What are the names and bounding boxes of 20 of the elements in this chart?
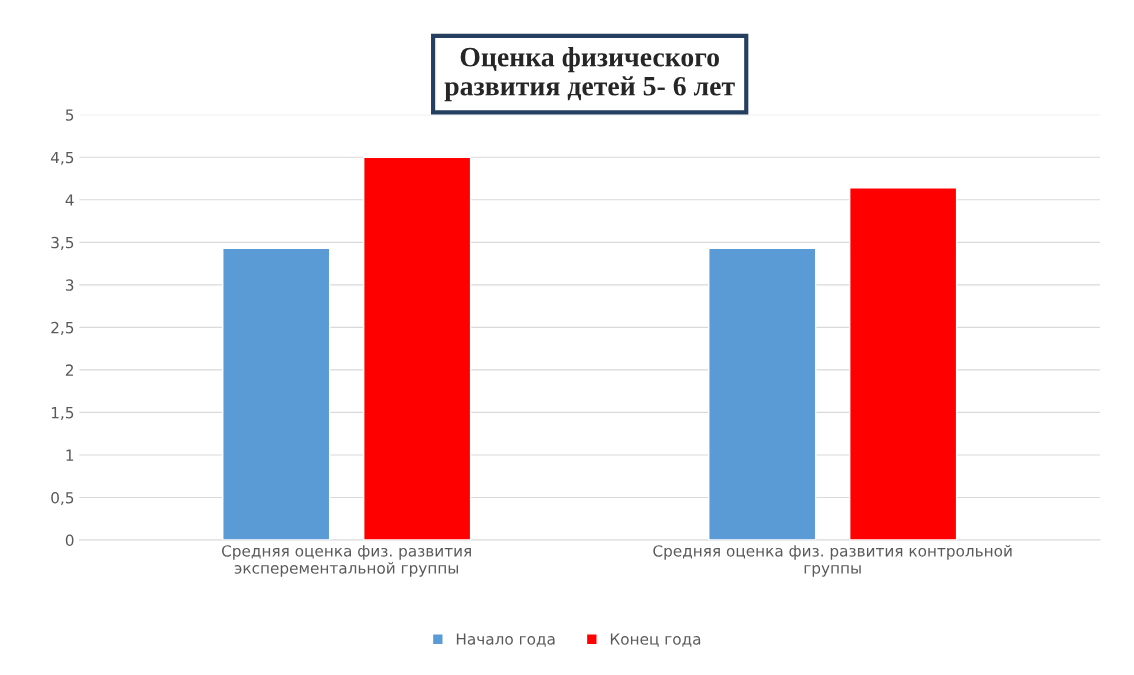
y-tick-label: 3 [65, 279, 74, 291]
y-tick-label: 1,5 [51, 407, 74, 421]
legend-label: Конец года [610, 633, 701, 647]
y-tick-label: 2 [65, 364, 73, 376]
bar [362, 156, 472, 540]
bar [848, 187, 958, 540]
y-tick-label: 4 [65, 194, 74, 206]
y-tick-label: 3,5 [51, 236, 74, 250]
y-tick-label: 0,5 [51, 491, 74, 506]
x-tick-label: Средняя оценка физ. развития эксперементальной группы [221, 545, 471, 577]
bar [222, 247, 331, 540]
legend-label: Начало года [456, 633, 555, 647]
y-tick-label: 0 [65, 534, 74, 547]
y-tick-label: 1 [66, 449, 74, 461]
y-tick-label: 4,5 [50, 151, 74, 165]
bar [708, 247, 817, 540]
chart-title: Оценка физического развития детей 5- 6 лет [444, 46, 735, 102]
y-tick-label: 5 [65, 109, 74, 121]
y-tick-label: 2,5 [51, 321, 74, 335]
x-tick-label: Средняя оценка физ. развития контрольной группы [653, 544, 1012, 577]
